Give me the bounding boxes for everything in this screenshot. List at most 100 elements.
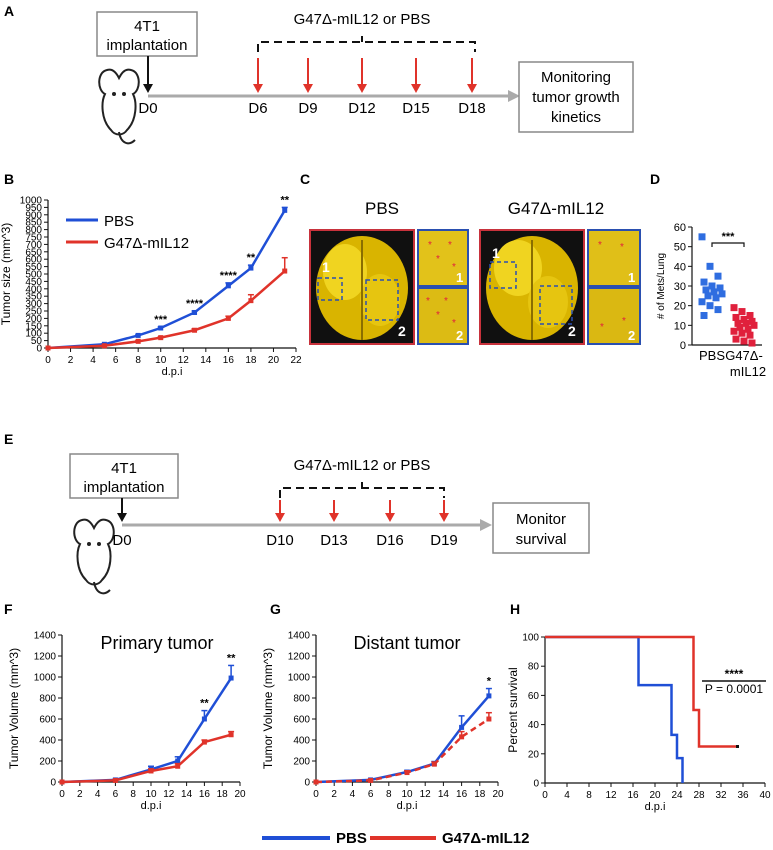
x-axis-label: d.p.i	[397, 800, 418, 812]
series-line-pbs	[545, 635, 684, 783]
scatter-point-pbs	[706, 302, 714, 310]
y-tick-label: 600	[25, 255, 42, 266]
data-point	[192, 309, 198, 315]
mouse-icon	[73, 518, 115, 595]
y-tick-label: 600	[293, 715, 310, 726]
implant-box-e-line2: implantation	[84, 479, 165, 496]
data-point	[148, 768, 154, 774]
x-tick-label: 18	[474, 789, 486, 800]
x-tick-label: 12	[178, 355, 190, 366]
data-point	[282, 268, 288, 274]
implant-box-line2: implantation	[107, 37, 188, 54]
y-tick-label: 150	[25, 321, 42, 332]
timeline-a-day-label: D6	[248, 100, 267, 117]
x-tick-label: 2	[77, 789, 83, 800]
scatter-point-treated	[746, 312, 754, 319]
scatter-point-pbs	[712, 294, 720, 302]
x-tick-label: 20	[649, 790, 661, 801]
timeline-e-arrowhead	[329, 513, 339, 522]
x-tick-label: 8	[130, 789, 136, 800]
y-axis-label: Tumor Volume (mm^3)	[261, 648, 275, 769]
y-tick-label: 800	[39, 694, 56, 705]
treated-region-label-1: 1	[492, 245, 500, 261]
treatment-label-e: G47Δ-mIL12 or PBS	[294, 457, 431, 474]
x-tick-label: 8	[386, 789, 392, 800]
data-point	[459, 724, 465, 730]
data-point	[431, 761, 437, 767]
significance-marker: **	[247, 252, 256, 264]
y-tick-label: 100	[522, 633, 539, 644]
scatter-point-treated	[732, 335, 740, 343]
treated-inset-label-2: 2	[628, 328, 635, 343]
scatter-point-pbs	[714, 272, 722, 280]
timeline-a-arrowhead	[357, 84, 367, 93]
data-point	[201, 739, 207, 745]
x-tick-label: 32	[715, 790, 727, 801]
y-tick-label: 200	[25, 314, 42, 325]
x-tick-label: 6	[113, 355, 119, 366]
x-tick-label: 8	[135, 355, 141, 366]
chart-distant-tumor: 0 200 400 600 800 1000 1200 1400 0 2 4 6 8 10 12 14 16 18…	[261, 631, 504, 813]
pbs-region-label-1: 1	[322, 259, 330, 275]
x-tick-label: 22	[290, 355, 302, 366]
data-point	[158, 335, 164, 341]
y-tick-label: 1200	[288, 652, 311, 663]
y-tick-label: 60	[674, 222, 686, 234]
chart-title: Primary tumor	[100, 633, 213, 653]
data-point	[135, 332, 141, 338]
x-tick-label: 20	[268, 355, 280, 366]
x-tick-label: 16	[456, 789, 468, 800]
x-axis-label: d.p.i	[645, 801, 666, 813]
data-point	[486, 693, 492, 699]
scatter-point-treated	[730, 327, 738, 335]
end-box-e-line2: survival	[516, 531, 567, 548]
panel-letter-h: H	[510, 601, 520, 617]
y-tick-label: 800	[293, 694, 310, 705]
y-tick-label: 200	[293, 757, 310, 768]
x-tick-label: 40	[759, 790, 771, 801]
x-tick-label: 14	[438, 789, 450, 800]
scatter-point-treated	[740, 315, 748, 323]
y-axis-label: # of Mets/Lung	[656, 253, 667, 319]
svg-text:*: *	[448, 240, 452, 251]
chart-primary-tumor: 0 200 400 600 800 1000 1200 1400 0 2 4 6 8 10 12 14 16 18…	[7, 631, 246, 813]
series-line-treated	[545, 635, 738, 748]
timeline-a-day-label: D15	[402, 100, 430, 117]
scatter-point-treated	[748, 317, 756, 325]
category-label-treated-line2: mIL12	[730, 364, 766, 379]
x-tick-label: 2	[331, 789, 337, 800]
timeline-a: 4T1 implantation D0 G47Δ-mIL12 or PBS D6…	[96, 11, 634, 145]
data-point	[158, 325, 164, 331]
legend-label: PBS	[104, 213, 134, 230]
x-tick-label: 0	[59, 789, 65, 800]
series-line-treated	[47, 270, 286, 350]
pbs-inset-1	[417, 229, 469, 287]
category-label-treated-line1: G47Δ-	[725, 348, 763, 363]
data-point	[45, 345, 51, 351]
y-tick-label: 1400	[34, 631, 57, 642]
data-point	[368, 777, 374, 783]
significance-bracket	[711, 242, 745, 247]
y-tick-label: 0	[304, 778, 310, 789]
y-tick-label: 60	[528, 691, 540, 702]
y-tick-label: 1000	[20, 196, 43, 207]
svg-text:*: *	[620, 242, 624, 253]
data-point	[112, 777, 118, 783]
panel-letter-a: A	[4, 3, 14, 19]
x-tick-label: 10	[155, 355, 167, 366]
timeline-a-arrowhead	[253, 84, 263, 93]
legend-label: G47Δ-mIL12	[104, 235, 189, 252]
panel-c-label-pbs: PBS	[365, 199, 399, 218]
panel-letter-f: F	[4, 601, 13, 617]
svg-text:*: *	[452, 318, 456, 329]
svg-text:*: *	[428, 240, 432, 251]
censor-mark	[736, 745, 739, 748]
svg-text:*: *	[452, 262, 456, 273]
y-tick-label: 0	[533, 779, 539, 790]
x-tick-label: 10	[401, 789, 413, 800]
x-tick-label: 12	[420, 789, 432, 800]
y-tick-label: 100	[25, 329, 42, 340]
y-tick-label: 500	[25, 270, 42, 281]
chart-mets-per-lung: 0 10 20 30 40 50 60 # of Mets/Lung *** PBS G47Δ-mI…	[656, 222, 766, 379]
x-tick-label: 6	[368, 789, 374, 800]
